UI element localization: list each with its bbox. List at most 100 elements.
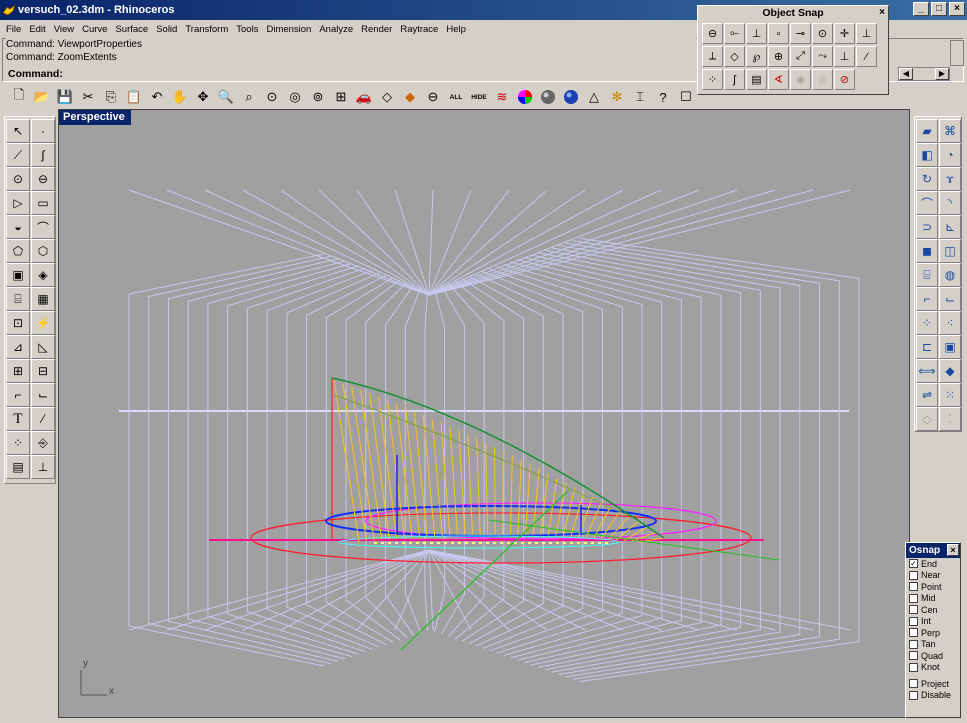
surface-edge-icon[interactable]: ◧ xyxy=(916,143,938,167)
snap-disable-icon[interactable]: ◉ xyxy=(790,69,811,90)
menu-curve[interactable]: Curve xyxy=(82,23,108,35)
menu-file[interactable]: File xyxy=(6,23,22,35)
snap-clear-icon[interactable]: ⊘ xyxy=(834,69,855,90)
join-icon[interactable]: ⌐ xyxy=(6,383,30,407)
layers-stack-icon[interactable]: ≋ xyxy=(496,89,508,104)
open-file-icon[interactable]: 📂 xyxy=(33,89,51,104)
minimize-button[interactable]: _ xyxy=(913,2,929,16)
boolean-icon[interactable]: ◈ xyxy=(31,263,55,287)
snap-center-icon[interactable]: ⊙ xyxy=(812,23,833,44)
offset-surface-icon[interactable]: ⊏ xyxy=(916,335,938,359)
snap-curve-icon[interactable]: ʃ xyxy=(724,69,745,90)
pan-hand-icon[interactable]: ✋ xyxy=(171,89,189,104)
osnap-checkbox[interactable] xyxy=(909,582,918,592)
help-icon[interactable]: ? xyxy=(659,89,667,105)
dimension-icon[interactable]: ⌶ xyxy=(636,89,644,104)
four-viewports-icon[interactable]: ⊞ xyxy=(335,89,347,104)
cylinder-solid-icon[interactable]: ⌸ xyxy=(916,263,938,287)
menu-tools[interactable]: Tools xyxy=(236,23,259,35)
snap-project-icon[interactable]: ∢ xyxy=(768,69,789,90)
osnap-option-quad[interactable]: Quad xyxy=(906,650,960,662)
object-snap-close-button[interactable]: × xyxy=(879,7,885,18)
properties-icon[interactable]: ☐ xyxy=(680,89,692,104)
osnap-option-knot[interactable]: Knot xyxy=(906,662,960,674)
command-prompt[interactable]: Command: xyxy=(8,68,63,80)
snap-grid-icon[interactable]: ⁘ xyxy=(702,69,723,90)
layer-icon[interactable]: ◆ xyxy=(405,89,415,104)
merge-surface-icon[interactable]: ◆ xyxy=(939,359,961,383)
control-points-icon[interactable]: ⁘ xyxy=(916,311,938,335)
render-icon[interactable]: ▤ xyxy=(6,455,30,479)
fillet-edge-icon[interactable]: ⌐ xyxy=(916,287,938,311)
new-file-icon[interactable]: 🗋 xyxy=(13,87,25,102)
osnap-option-disable[interactable]: Disable xyxy=(906,690,960,702)
polyline-icon[interactable]: ⟋ xyxy=(6,143,30,167)
menu-help[interactable]: Help xyxy=(446,23,466,35)
cap-icon[interactable]: ◼ xyxy=(916,239,938,263)
blend-surface-icon[interactable]: ▣ xyxy=(939,335,961,359)
shade-sphere-icon[interactable] xyxy=(537,86,559,108)
split-icon[interactable]: ⌙ xyxy=(31,383,55,407)
scale-icon[interactable]: ◺ xyxy=(31,335,55,359)
extrude-tapered-icon[interactable]: ⊾ xyxy=(939,215,961,239)
menu-edit[interactable]: Edit xyxy=(29,23,46,35)
circle-icon[interactable]: ⊙ xyxy=(6,167,30,191)
menu-view[interactable]: View xyxy=(53,23,75,35)
fillet-curve-icon[interactable]: ⌒ xyxy=(31,215,55,239)
snap-cen-circle-icon[interactable]: ⊕ xyxy=(768,46,789,67)
snap-point-square-icon[interactable]: ▫ xyxy=(768,23,789,44)
maximize-button[interactable]: □ xyxy=(931,2,947,16)
snap-tangent-icon[interactable]: ⟂ xyxy=(702,46,723,67)
transform-icon[interactable]: ⚡ xyxy=(31,311,55,335)
surface-from-curves-icon[interactable]: ▰ xyxy=(916,119,938,143)
chamfer-edge-icon[interactable]: ⌙ xyxy=(939,287,961,311)
menu-transform[interactable]: Transform xyxy=(185,23,229,35)
array-icon[interactable]: ⊞ xyxy=(6,359,30,383)
loft-icon[interactable]: ◝ xyxy=(939,191,961,215)
scroll-left-icon[interactable]: ◀ xyxy=(899,68,913,80)
surface-patch-icon[interactable]: ⬠ xyxy=(6,239,30,263)
snap-tan-from-icon[interactable]: ⁄ xyxy=(856,46,877,67)
osnap-option-mid[interactable]: Mid xyxy=(906,593,960,605)
paste-icon[interactable]: 📋 xyxy=(125,89,143,104)
osnap-checkbox[interactable] xyxy=(909,628,918,638)
osnap-checkbox[interactable] xyxy=(909,639,918,649)
menu-surface[interactable]: Surface xyxy=(115,23,149,35)
snap-quad-icon[interactable]: ◇ xyxy=(724,46,745,67)
snap-between-icon[interactable]: ⤳ xyxy=(812,46,833,67)
box-icon[interactable]: ▣ xyxy=(6,263,30,287)
osnap-checkbox[interactable] xyxy=(909,605,918,615)
rotate-view-icon[interactable]: ✥ xyxy=(197,89,209,104)
select-all-button[interactable]: ALL xyxy=(449,93,463,101)
block-icon[interactable]: ⎆ xyxy=(31,431,55,455)
ellipse-icon[interactable]: ⊖ xyxy=(31,167,55,191)
osnap-checkbox[interactable] xyxy=(909,570,918,580)
move-icon[interactable]: ⊿ xyxy=(6,335,30,359)
cut-icon[interactable]: ✂ xyxy=(82,89,94,104)
snap-off-icon[interactable]: ◎ xyxy=(812,69,833,90)
close-button[interactable]: × xyxy=(949,2,965,16)
tube-icon[interactable]: ◍ xyxy=(939,263,961,287)
osnap-option-end[interactable]: ✓ End xyxy=(906,558,960,570)
osnap-checkbox[interactable] xyxy=(909,679,918,689)
snap-knot-icon[interactable]: ℘ xyxy=(746,46,767,67)
point-icon[interactable]: · xyxy=(31,119,55,143)
revolve-icon[interactable]: ◔ xyxy=(939,143,961,167)
rail-revolve-icon[interactable]: ↻ xyxy=(916,167,938,191)
light-icon[interactable]: △ xyxy=(589,89,599,104)
flow-icon[interactable]: ⁚ xyxy=(939,407,961,431)
menu-analyze[interactable]: Analyze xyxy=(319,23,354,35)
untrim-icon[interactable]: ⇌ xyxy=(916,383,938,407)
match-surface-icon[interactable]: ⟺ xyxy=(916,359,938,383)
snap-mid-icon[interactable]: ⊸ xyxy=(790,23,811,44)
menu-render[interactable]: Render xyxy=(361,23,393,35)
snap-along-icon[interactable]: ⤢ xyxy=(790,46,811,67)
sweep2-icon[interactable]: ⌒ xyxy=(916,191,938,215)
snap-perp-icon[interactable]: ⊥ xyxy=(856,23,877,44)
array-polar-icon[interactable]: ⊟ xyxy=(31,359,55,383)
osnap-checkbox[interactable] xyxy=(909,690,918,700)
zoom-dynamic-icon[interactable]: 🔍 xyxy=(217,89,235,104)
snap-near-icon[interactable]: ⟜ xyxy=(724,23,745,44)
menu-dimension[interactable]: Dimension xyxy=(266,23,312,35)
surface-loft-icon[interactable]: ⬡ xyxy=(31,239,55,263)
